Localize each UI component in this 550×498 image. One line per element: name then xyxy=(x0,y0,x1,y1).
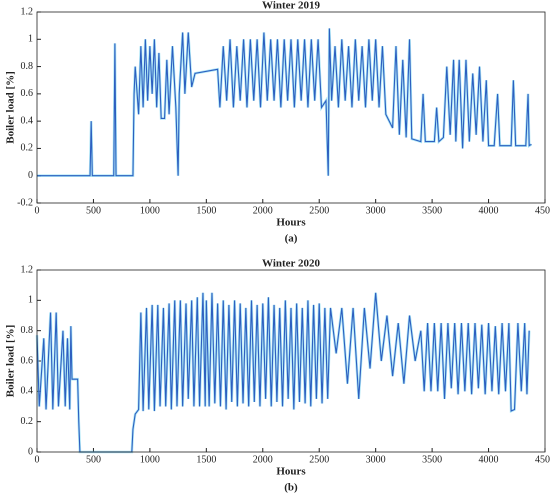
y-tick-label: 0.6 xyxy=(21,355,34,366)
y-tick-label: 1.2 xyxy=(21,264,34,275)
x-axis-label: Hours xyxy=(276,217,306,229)
x-tick-label: 3000 xyxy=(366,454,386,465)
x-tick-label: 1000 xyxy=(140,205,160,216)
y-tick-label: 0 xyxy=(28,446,33,457)
x-tick-label: 1000 xyxy=(140,454,160,465)
plot-frame xyxy=(36,269,546,453)
x-tick-label: 4000 xyxy=(479,205,499,216)
x-tick-label: 2500 xyxy=(309,205,329,216)
x-tick-label: 500 xyxy=(86,454,101,465)
plot-frame xyxy=(36,11,546,204)
x-tick-label: 3500 xyxy=(422,454,442,465)
y-tick-label: 1 xyxy=(28,34,33,45)
y-tick-label: 0.2 xyxy=(21,143,34,154)
line xyxy=(37,28,532,177)
y-tick-label: 1 xyxy=(28,295,33,306)
x-tick-label: 2000 xyxy=(253,454,273,465)
x-tick-label: 500 xyxy=(86,205,101,216)
x-axis-label: Hours xyxy=(276,466,306,478)
y-tick-label: 0.2 xyxy=(21,416,34,427)
x-tick-label: 4500 xyxy=(535,454,550,465)
line xyxy=(36,292,530,453)
y-axis-label: Boiler load [%] xyxy=(5,325,17,398)
chart-title: Winter 2020 xyxy=(262,258,320,270)
x-tick-label: 1500 xyxy=(196,454,216,465)
chart-title: Winter 2019 xyxy=(262,0,320,12)
y-tick-label: 0.6 xyxy=(21,88,34,99)
y-axis-label: Boiler load [%] xyxy=(5,71,17,144)
y-tick-label: 0.8 xyxy=(21,61,34,72)
x-tick-label: 0 xyxy=(35,205,40,216)
y-tick-label: 0.4 xyxy=(21,386,34,397)
y-tick-label: -0.2 xyxy=(17,197,33,208)
x-tick-label: 1500 xyxy=(196,205,216,216)
x-tick-label: 3000 xyxy=(366,205,386,216)
x-tick-label: 2000 xyxy=(253,205,273,216)
y-tick-label: 0.8 xyxy=(21,325,34,336)
x-tick-label: 4500 xyxy=(535,205,550,216)
y-tick-label: 0.4 xyxy=(21,115,34,126)
caption: (a) xyxy=(285,233,298,245)
caption: (b) xyxy=(284,482,298,494)
x-tick-label: 3500 xyxy=(422,205,442,216)
y-tick-label: 0 xyxy=(28,170,33,181)
x-tick-label: 4000 xyxy=(479,454,499,465)
y-tick-label: 1.2 xyxy=(21,6,34,17)
x-tick-label: 2500 xyxy=(309,454,329,465)
x-tick-label: 0 xyxy=(35,454,40,465)
